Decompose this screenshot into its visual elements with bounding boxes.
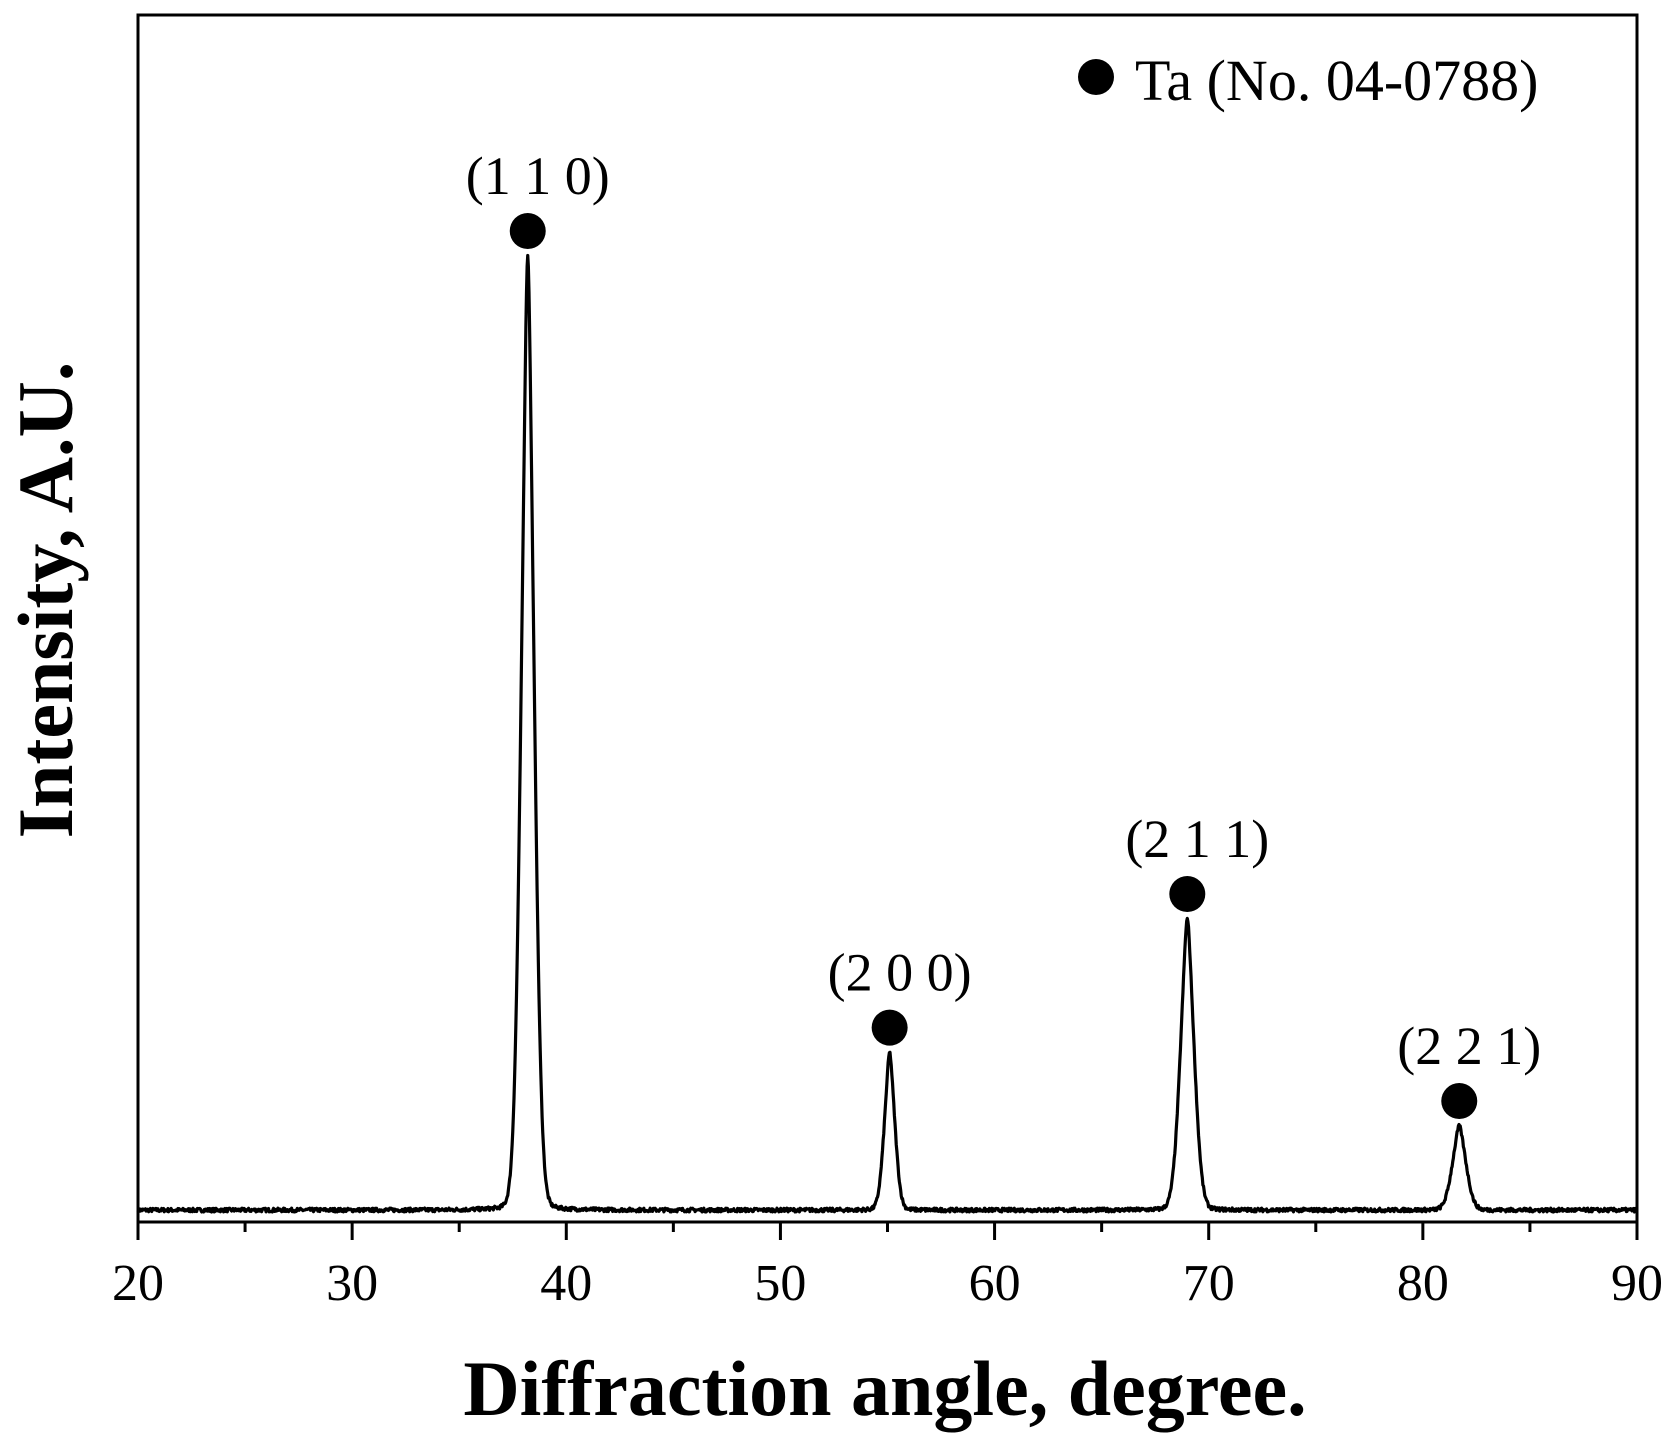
x-tick-label: 80 — [1397, 1255, 1449, 1312]
x-tick-label: 90 — [1611, 1255, 1663, 1312]
x-tick-label: 20 — [112, 1255, 164, 1312]
x-axis-title: Diffraction angle, degree. — [463, 1345, 1306, 1432]
peak-marker-icon — [871, 1009, 908, 1046]
peak-annotation-2: (2 1 1) — [1125, 809, 1269, 869]
plot-area — [136, 253, 1639, 1214]
x-tick-label: 70 — [1183, 1255, 1235, 1312]
x-tick-label: 30 — [326, 1255, 378, 1312]
peak-annotation-1: (2 0 0) — [828, 943, 972, 1003]
peak-annotation-3: (2 2 1) — [1397, 1016, 1541, 1076]
x-tick-label: 50 — [754, 1255, 806, 1312]
axes: 20 30 40 50 60 70 80 90 — [112, 13, 1663, 1312]
legend-marker-icon — [1078, 59, 1114, 95]
peak-marker-icon — [509, 213, 546, 249]
peak-marker-icon — [1441, 1083, 1478, 1120]
xrd-pattern-line — [136, 253, 1639, 1214]
legend: Ta (No. 04-0788) — [1078, 48, 1538, 113]
peak-markers — [509, 213, 1478, 1120]
x-tick-label: 60 — [969, 1255, 1021, 1312]
peak-annotations: (1 1 0) (2 0 0) (2 1 1) (2 2 1) — [466, 146, 1541, 1076]
peak-marker-icon — [1169, 876, 1206, 913]
legend-label: Ta (No. 04-0788) — [1135, 48, 1538, 113]
peak-annotation-0: (1 1 0) — [466, 146, 610, 206]
y-axis-title: Intensity, A.U. — [2, 362, 89, 839]
x-tick-label: 40 — [540, 1255, 592, 1312]
